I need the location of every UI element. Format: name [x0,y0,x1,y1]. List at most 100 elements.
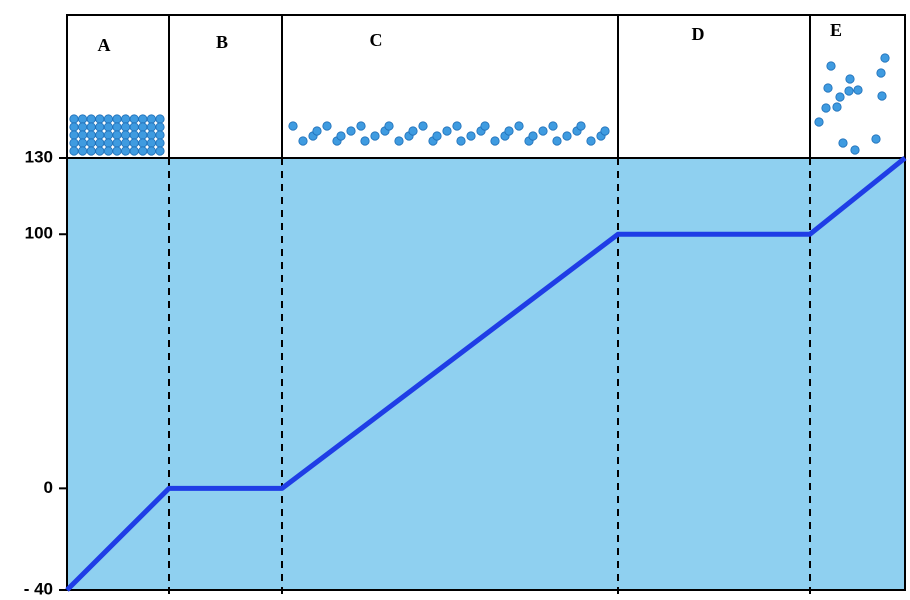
particle [121,130,131,140]
particle [442,126,452,136]
particle [95,130,105,140]
particle [112,114,122,124]
particle [112,122,122,132]
particle [528,131,538,141]
particle [103,122,114,132]
particle [121,146,131,156]
particle [112,146,122,156]
region-label: B [216,32,228,52]
particle [155,146,165,156]
particle [480,121,490,131]
particle [95,114,105,124]
particle [69,114,79,124]
region-label: C [370,30,383,50]
particle [832,102,842,112]
particle [298,136,308,146]
particle [78,138,88,148]
particle [86,114,96,124]
particle [138,146,148,156]
particle [504,126,514,136]
particle [288,121,298,131]
particle [821,103,831,113]
particle [548,121,558,131]
particle [121,114,131,124]
particle [871,134,881,144]
particle [112,138,122,148]
particle [322,121,332,131]
particle [155,130,165,140]
particle [86,130,96,140]
particle [452,121,462,131]
region-label: D [692,24,705,44]
y-tick-label: 100 [25,224,53,243]
particle [538,126,548,136]
particle [95,146,105,156]
particle [826,61,836,71]
particle [312,126,322,136]
particle [576,121,586,131]
particle [103,114,114,124]
particle [877,91,887,101]
particle [562,131,572,141]
y-tick-label: 0 [44,478,53,497]
particle [103,146,114,156]
particle [850,145,860,155]
particle [838,138,848,148]
particle [146,114,156,124]
particle [103,138,114,148]
particle [466,131,476,141]
particle [86,138,96,148]
particle [146,130,156,140]
particle [129,114,139,124]
particle [514,121,524,131]
particle [356,121,366,131]
particle [844,86,854,96]
region-label: E [830,20,842,40]
particle [586,136,596,146]
particle [146,122,156,132]
particle [370,131,380,141]
particle [155,122,165,132]
y-tick-label: - 40 [24,579,53,598]
particle [129,146,139,156]
particle [138,138,148,148]
particle [490,136,500,146]
particle [129,122,139,132]
particle [129,130,139,140]
particle [456,136,466,146]
particle [853,85,863,95]
particle [346,126,356,136]
particle [78,122,88,132]
particle [552,136,562,146]
particle [155,114,165,124]
y-tick-label: 130 [25,147,53,166]
particle [121,138,131,148]
particle [394,136,404,146]
particle [146,138,156,148]
particle [384,121,394,131]
particle [86,122,96,132]
particle [418,121,428,131]
particle [360,136,370,146]
particle [69,138,79,148]
plot-area [66,157,906,591]
particle [146,146,156,156]
particle [880,53,890,63]
particle [69,122,79,132]
particle [823,83,833,93]
particle [86,146,96,156]
heating-curve [65,156,907,592]
particle [138,114,148,124]
particle [600,126,610,136]
particle [155,138,165,148]
particle [95,138,105,148]
particle [78,114,88,124]
particle [876,68,886,78]
region-label: A [98,35,111,55]
particle [835,92,845,102]
particle [336,131,346,141]
particle [121,122,131,132]
particle [432,131,442,141]
particle [845,74,855,84]
